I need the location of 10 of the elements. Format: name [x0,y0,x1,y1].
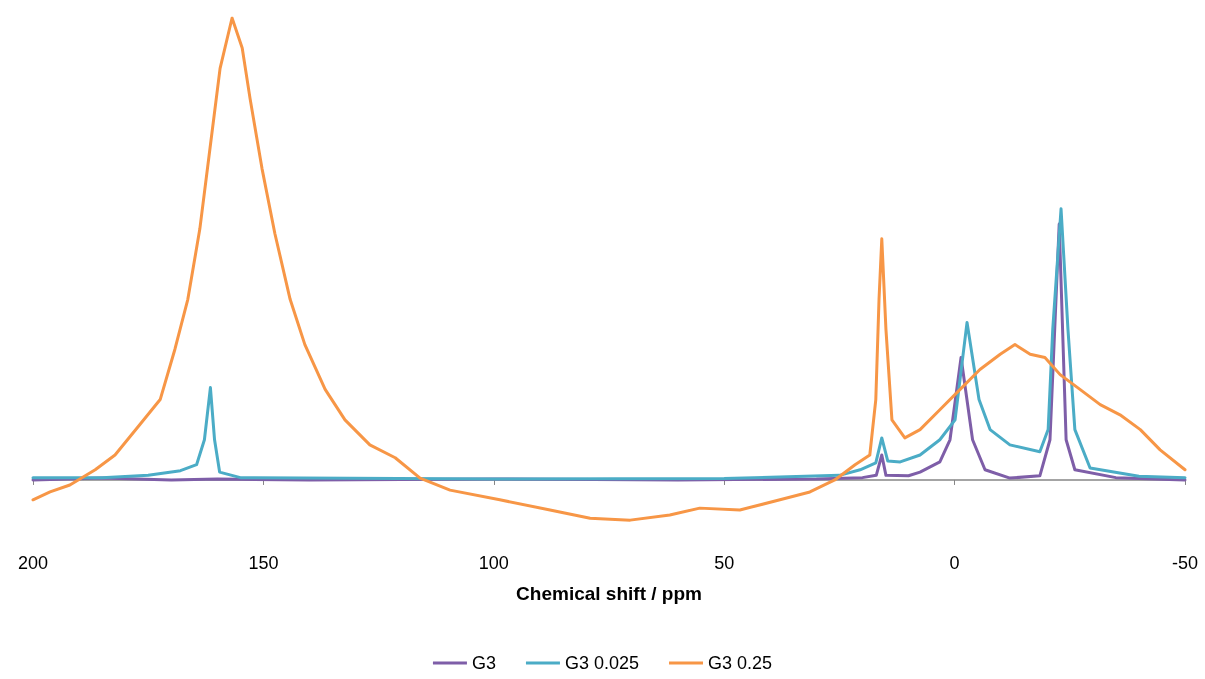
x-tick-label: 200 [17,553,49,573]
x-tick-label: 0 [949,553,960,573]
x-axis-title: Chemical shift / ppm [516,583,702,604]
x-tick-label: 150 [248,553,279,573]
x-tick-label: 50 [714,553,735,573]
x-tick-label: -50 [1171,553,1199,573]
legend-label: G3 [471,653,496,673]
x-tick-label: 100 [478,553,509,573]
legend-label: G3 0.25 [708,653,773,673]
legend-label: G3 0.025 [564,653,640,673]
